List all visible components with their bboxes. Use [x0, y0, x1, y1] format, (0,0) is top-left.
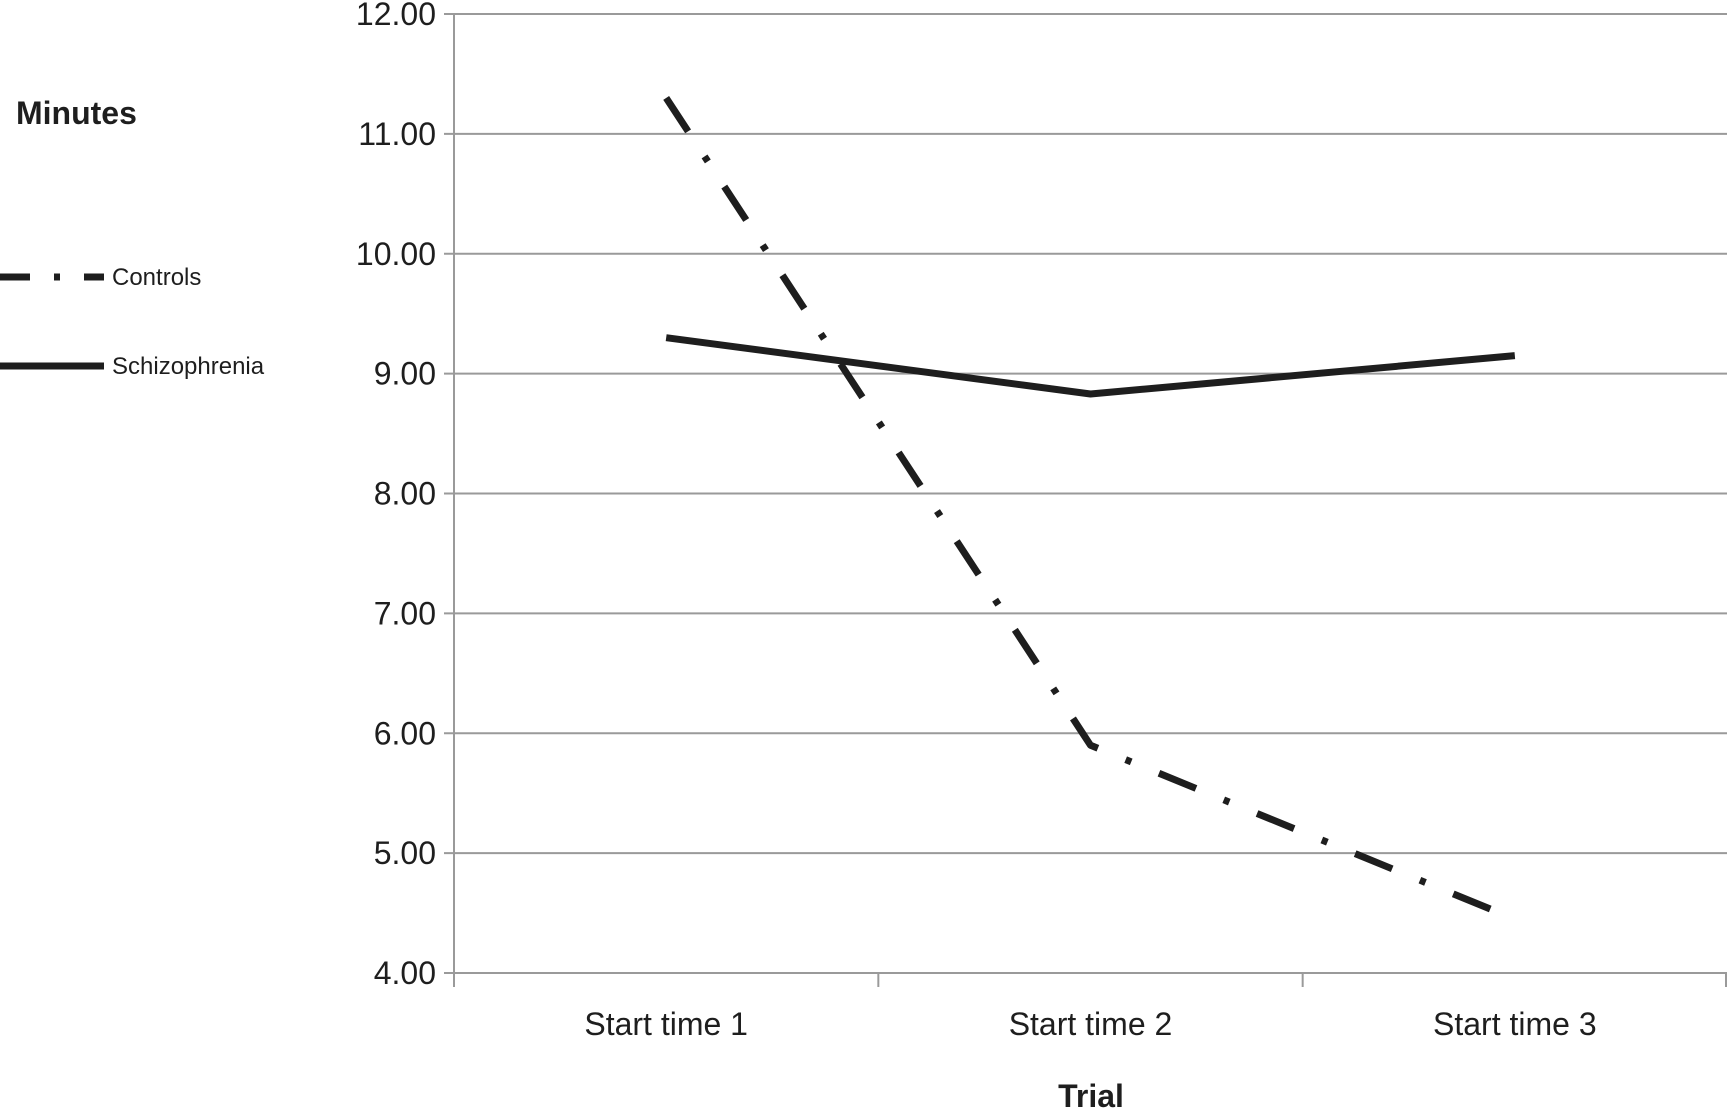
- y-tick-label: 5.00: [374, 835, 436, 871]
- y-tick-label: 4.00: [374, 955, 436, 991]
- y-tick-label: 11.00: [358, 116, 436, 152]
- series-line-controls: [663, 95, 1517, 923]
- axes: [444, 13, 1727, 987]
- tick-labels: 4.00 5.00 6.00 7.00 8.00 9.00 10.00 11.00 12.00 S…: [356, 0, 1597, 1042]
- y-axis-title: Minutes: [16, 95, 137, 131]
- series-line-schizophrenia: [665, 334, 1516, 398]
- legend: Controls Schizophrenia: [0, 264, 265, 380]
- series-lines: [663, 95, 1517, 923]
- x-axis-title: Trial: [1058, 1078, 1124, 1109]
- y-tick-label: 8.00: [374, 476, 436, 512]
- gridlines: [454, 13, 1727, 855]
- y-tick-label: 7.00: [374, 595, 436, 631]
- legend-label-controls: Controls: [112, 264, 201, 291]
- legend-item-schizophrenia: Schizophrenia: [0, 353, 265, 380]
- x-tick-label: Start time 3: [1433, 1006, 1597, 1042]
- legend-label-schizophrenia: Schizophrenia: [112, 353, 265, 380]
- x-tick-label: Start time 2: [1009, 1006, 1173, 1042]
- x-tick-label: Start time 1: [584, 1006, 748, 1042]
- y-tick-label: 10.00: [356, 236, 436, 272]
- y-tick-label: 9.00: [374, 356, 436, 392]
- y-tick-label: 12.00: [356, 0, 436, 32]
- legend-item-controls: Controls: [0, 264, 201, 291]
- y-tick-label: 6.00: [374, 715, 436, 751]
